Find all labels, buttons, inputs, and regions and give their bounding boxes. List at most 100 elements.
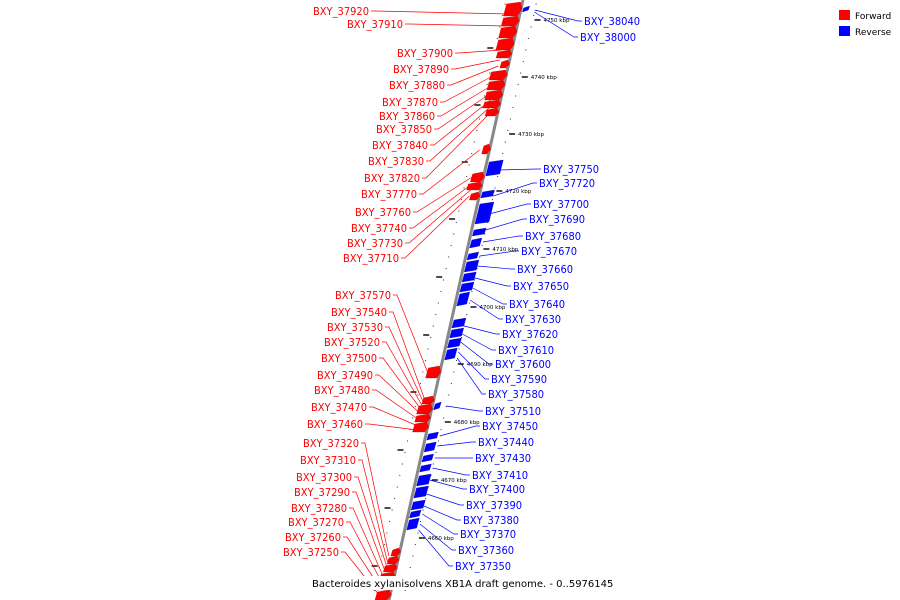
forward-leader-line [434, 91, 493, 130]
reverse-leader-line [485, 218, 527, 231]
forward-leader-line [346, 521, 383, 585]
scale-dot [409, 566, 411, 569]
reverse-leader-line [437, 441, 476, 447]
scale-dot [532, 14, 535, 17]
scale-dot [399, 474, 401, 477]
reverse-leader-line [469, 299, 503, 320]
reverse-gene-label: BXY_37370 [460, 528, 516, 541]
reverse-gene-label: BXY_38040 [584, 15, 640, 28]
forward-leader-line [413, 175, 474, 213]
forward-gene-label: BXY_37320 [303, 437, 359, 450]
reverse-gene-label: BXY_37680 [525, 230, 581, 243]
reverse-gene-block [449, 327, 464, 339]
scale-dot [383, 543, 386, 546]
forward-gene-label: BXY_37710 [343, 252, 399, 265]
forward-gene-label: BXY_37880 [389, 79, 445, 92]
forward-leader-line [369, 406, 419, 427]
reverse-gene-block [469, 237, 483, 249]
scale-dot [463, 187, 465, 189]
forward-leader-line [451, 59, 500, 70]
reverse-leader-line [422, 513, 458, 535]
forward-gene-block [498, 25, 518, 39]
scale-dot [460, 198, 463, 201]
genome-caption: Bacteroides xylanisolvens XB1A draft gen… [312, 579, 613, 590]
scale-dot [455, 359, 458, 362]
forward-gene-label: BXY_37920 [313, 5, 369, 18]
legend-forward-swatch [839, 10, 850, 20]
scale-dot [502, 152, 504, 155]
scale-dot [458, 210, 460, 212]
scale-dot [440, 290, 442, 293]
forward-gene-label: BXY_37260 [285, 531, 341, 544]
reverse-leader-line [432, 467, 470, 476]
forward-gene-block [495, 37, 515, 51]
forward-gene-label: BXY_37870 [382, 96, 438, 109]
forward-gene-label: BXY_37770 [361, 188, 417, 201]
forward-leader-line [389, 311, 425, 399]
forward-gene-label: BXY_37830 [368, 155, 424, 168]
scale-dot [525, 49, 527, 51]
reverse-gene-block [413, 485, 429, 499]
scale-dot [432, 325, 434, 327]
reverse-gene-label: BXY_37390 [466, 499, 522, 512]
reverse-gene-block [474, 201, 495, 225]
reverse-gene-block [419, 463, 432, 473]
forward-gene-block [488, 69, 508, 81]
gene-features [374, 1, 530, 600]
scale-dot [496, 37, 499, 40]
scale-dot [489, 72, 491, 74]
forward-leader-line [371, 10, 510, 15]
forward-gene-label: BXY_37740 [351, 222, 407, 235]
scale-dot [476, 129, 478, 132]
reverse-gene-block [409, 509, 422, 519]
scale-dot [435, 451, 437, 454]
scale-dot [461, 336, 463, 339]
reverse-gene-label: BXY_37360 [458, 544, 514, 557]
reverse-leader-line [534, 11, 578, 38]
forward-leader-line [401, 195, 470, 259]
forward-gene-block [470, 171, 485, 183]
forward-gene-label: BXY_37760 [355, 206, 411, 219]
forward-gene-label: BXY_37820 [364, 172, 420, 185]
reverse-leader-line [429, 479, 467, 490]
reverse-gene-label: BXY_37410 [472, 469, 528, 482]
scale-dot [414, 543, 417, 546]
scale-dot [396, 486, 398, 488]
reverse-gene-label: BXY_37650 [513, 280, 569, 293]
scale-dot [417, 394, 419, 396]
reverse-gene-label: BXY_37590 [491, 373, 547, 386]
forward-leader-line [385, 326, 424, 403]
scale-dot [466, 313, 468, 316]
reverse-leader-line [482, 235, 523, 243]
forward-gene-block [416, 403, 433, 415]
scale-dot [517, 83, 519, 86]
scale-dot [381, 555, 383, 557]
forward-leader-line [354, 476, 387, 567]
reverse-leader-line [472, 287, 507, 305]
reverse-leader-line [464, 325, 500, 335]
reverse-gene-label: BXY_37450 [482, 420, 538, 433]
tick-label: 4710 kbp [492, 247, 518, 253]
reverse-leader-line [462, 333, 496, 351]
scale-dot [373, 589, 375, 592]
reverse-gene-label: BXY_38000 [580, 31, 636, 44]
reverse-gene-label: BXY_37700 [533, 198, 589, 211]
reverse-gene-block [485, 159, 504, 177]
tick-label: 4700 kbp [479, 305, 505, 311]
scale-dot [471, 152, 473, 155]
reverse-leader-line [423, 505, 461, 521]
reverse-gene-block [461, 271, 477, 283]
reverse-leader-line [419, 523, 456, 551]
forward-leader-line [409, 183, 473, 229]
scale-dot [473, 141, 475, 143]
scale-dot [445, 267, 447, 270]
forward-leader-line [352, 491, 386, 573]
scale-dot [443, 417, 445, 419]
reverse-gene-block [456, 291, 471, 307]
reverse-leader-line [439, 425, 480, 437]
reverse-gene-block [466, 251, 479, 261]
forward-leader-line [379, 357, 422, 411]
forward-gene-block [484, 89, 503, 101]
reverse-leader-line [489, 203, 531, 215]
scale-dot [478, 118, 481, 120]
